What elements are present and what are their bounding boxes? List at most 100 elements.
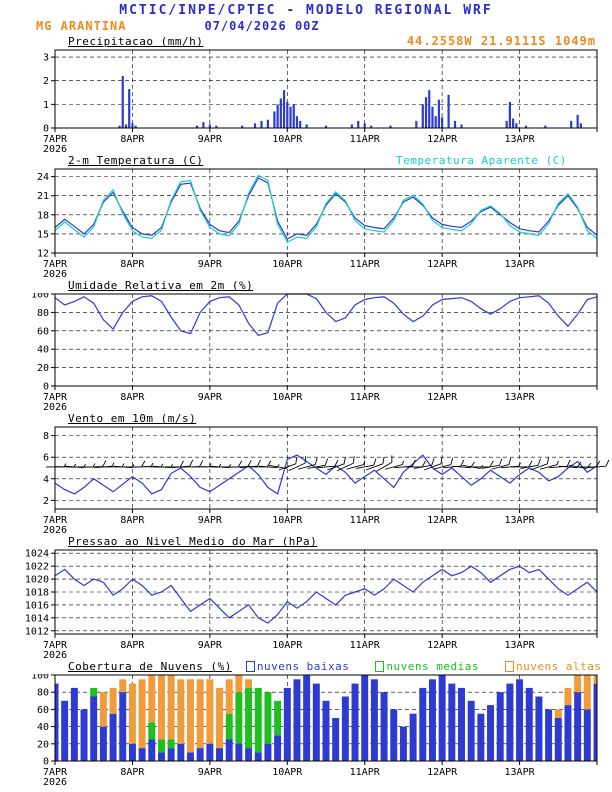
panel-pressure: Pressao ao Nivel Medio do Mar (hPa) 1012…	[0, 534, 612, 659]
svg-text:12APR: 12APR	[427, 515, 458, 526]
svg-text:9APR: 9APR	[198, 392, 223, 403]
panel-clouds: Cobertura de Nuvens (%) nuvens baixas nu…	[0, 659, 612, 786]
low-clouds-swatch-icon	[245, 661, 255, 672]
page-title: MCTIC/INPE/CPTEC - MODELO REGIONAL WRF	[119, 3, 493, 18]
panel-humidity: Umidade Relativa em 2m (%) 0 20 40 60 80 100 7…	[0, 278, 612, 411]
panel-precipitation: Precipitacao (mm/h) 44.2558W 21.9111S 10…	[0, 34, 612, 153]
svg-text:80: 80	[37, 308, 49, 319]
svg-text:8APR: 8APR	[120, 134, 145, 145]
legend-mid-clouds: nuvens medias	[375, 659, 479, 674]
svg-text:13APR: 13APR	[505, 392, 536, 403]
svg-text:1016: 1016	[25, 600, 49, 611]
svg-text:13APR: 13APR	[505, 259, 536, 270]
svg-text:1022: 1022	[25, 562, 49, 573]
svg-text:12APR: 12APR	[427, 259, 458, 270]
svg-text:7APR: 7APR	[43, 259, 68, 270]
svg-text:13APR: 13APR	[505, 515, 536, 526]
clouds-legend: nuvens baixas nuvens medias nuvens altas	[245, 659, 602, 674]
svg-text:2026: 2026	[43, 402, 67, 411]
svg-text:40: 40	[37, 345, 49, 356]
svg-text:12: 12	[37, 249, 49, 260]
svg-text:12APR: 12APR	[427, 640, 458, 651]
svg-text:9APR: 9APR	[198, 640, 223, 651]
svg-text:40: 40	[37, 722, 49, 733]
svg-text:10APR: 10APR	[272, 515, 303, 526]
svg-text:8: 8	[43, 431, 49, 442]
panel-wind: Vento em 10m (m/s) 2 4 6 8 7APR 2026 8APR 9APR 1…	[0, 411, 612, 534]
svg-text:2026: 2026	[43, 269, 67, 278]
header: MCTIC/INPE/CPTEC - MODELO REGIONAL WRF M…	[0, 0, 612, 34]
svg-text:0: 0	[43, 124, 49, 135]
svg-text:2026: 2026	[43, 144, 67, 153]
svg-text:24: 24	[37, 172, 49, 183]
svg-text:12APR: 12APR	[427, 134, 458, 145]
humidity-title: Umidade Relativa em 2m (%)	[68, 279, 254, 292]
svg-text:1024: 1024	[25, 549, 49, 560]
legend-high-clouds: nuvens altas	[505, 659, 601, 674]
precipitation-title: Precipitacao (mm/h)	[68, 35, 204, 48]
run-datetime-label: 07/04/2026 00Z	[204, 19, 320, 33]
svg-text:12APR: 12APR	[427, 767, 458, 778]
svg-text:11APR: 11APR	[350, 640, 381, 651]
svg-text:7APR: 7APR	[43, 767, 68, 778]
svg-text:9APR: 9APR	[198, 134, 223, 145]
svg-text:2026: 2026	[43, 777, 67, 786]
svg-text:10APR: 10APR	[272, 134, 303, 145]
apparent-temperature-legend: Temperatura Aparente (C)	[396, 154, 567, 167]
svg-text:60: 60	[37, 326, 49, 337]
svg-text:1012: 1012	[25, 626, 49, 637]
svg-text:9APR: 9APR	[198, 515, 223, 526]
location-label: 44.2558W 21.9111S 1049m	[406, 34, 596, 48]
svg-text:15: 15	[37, 229, 49, 240]
svg-text:7APR: 7APR	[43, 640, 68, 651]
svg-text:0: 0	[43, 757, 49, 768]
svg-text:7APR: 7APR	[43, 515, 68, 526]
svg-text:7APR: 7APR	[43, 134, 68, 145]
svg-text:11APR: 11APR	[350, 515, 381, 526]
svg-text:13APR: 13APR	[505, 640, 536, 651]
legend-low-clouds: nuvens baixas	[245, 659, 350, 674]
svg-text:80: 80	[37, 688, 49, 699]
svg-text:3: 3	[43, 53, 49, 64]
svg-text:12APR: 12APR	[427, 392, 458, 403]
temperature-title: 2-m Temperatura (C)	[68, 154, 204, 167]
svg-text:2: 2	[43, 76, 49, 87]
svg-text:11APR: 11APR	[350, 259, 381, 270]
svg-text:9APR: 9APR	[198, 259, 223, 270]
svg-text:10APR: 10APR	[272, 767, 303, 778]
svg-text:2026: 2026	[43, 525, 67, 534]
high-clouds-swatch-icon	[505, 661, 515, 672]
mid-clouds-swatch-icon	[375, 661, 385, 672]
svg-text:2026: 2026	[43, 650, 67, 659]
svg-text:0: 0	[43, 382, 49, 393]
svg-text:8APR: 8APR	[120, 767, 145, 778]
panel-temperature: 2-m Temperatura (C) Temperatura Aparente…	[0, 153, 612, 278]
svg-text:8APR: 8APR	[120, 640, 145, 651]
clouds-title: Cobertura de Nuvens (%)	[68, 660, 232, 673]
svg-text:60: 60	[37, 705, 49, 716]
svg-text:9APR: 9APR	[198, 767, 223, 778]
svg-text:20: 20	[37, 363, 49, 374]
pressure-title: Pressao ao Nivel Medio do Mar (hPa)	[68, 535, 318, 548]
svg-text:8APR: 8APR	[120, 515, 145, 526]
svg-text:13APR: 13APR	[505, 134, 536, 145]
svg-text:2: 2	[43, 496, 49, 507]
svg-text:1: 1	[43, 100, 49, 111]
svg-text:100: 100	[31, 674, 49, 682]
svg-text:6: 6	[43, 453, 49, 464]
station-label: MG ARANTINA	[36, 19, 127, 33]
svg-text:4: 4	[43, 474, 49, 485]
svg-text:13APR: 13APR	[505, 767, 536, 778]
svg-text:1014: 1014	[25, 613, 49, 624]
svg-text:10APR: 10APR	[272, 640, 303, 651]
svg-text:11APR: 11APR	[350, 392, 381, 403]
svg-text:20: 20	[37, 739, 49, 750]
svg-text:10APR: 10APR	[272, 259, 303, 270]
svg-text:8APR: 8APR	[120, 259, 145, 270]
